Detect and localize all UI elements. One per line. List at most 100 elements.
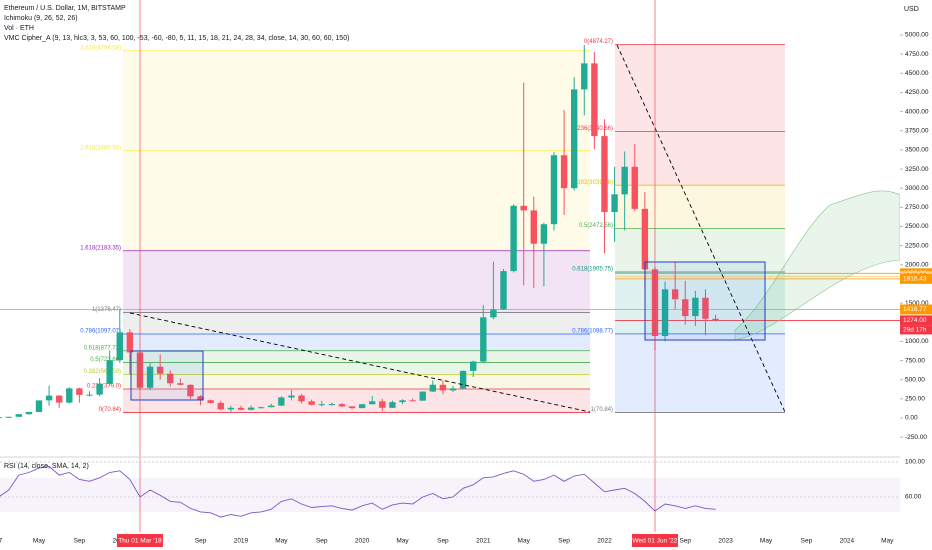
axes: -250.000.00250.00500.00750.001000.001250… xyxy=(0,32,932,547)
candle-body xyxy=(429,384,437,392)
x-tick-label: May xyxy=(33,538,46,545)
y-tick-label: 3500.00 xyxy=(905,147,929,154)
candle-body xyxy=(409,400,416,402)
candle-body xyxy=(490,309,497,318)
x-tick-label: May xyxy=(275,538,288,545)
x-tick-label: 17 xyxy=(0,538,3,545)
candle-body xyxy=(106,360,113,384)
box xyxy=(644,261,766,341)
fib-zone xyxy=(615,272,785,334)
y-tick-label: 250.00 xyxy=(905,396,925,403)
y-tick-label: 3000.00 xyxy=(905,185,929,192)
candle-body xyxy=(278,397,285,406)
candle-body xyxy=(45,395,53,401)
x-tick-label: Sep xyxy=(316,538,328,545)
chart-title: Ethereum / U.S. Dollar, 1M, BITSTAMP xyxy=(4,5,126,12)
candle-body xyxy=(318,404,325,406)
candle-body xyxy=(5,416,12,418)
fib-label: 0.5(2472.56) xyxy=(579,223,613,229)
fib-zone xyxy=(123,362,590,375)
fib-zone xyxy=(123,50,590,151)
fib-zone xyxy=(615,131,785,186)
candle-body xyxy=(540,224,548,244)
y-tick-label: 1000.00 xyxy=(905,338,929,345)
candle-body xyxy=(550,155,558,225)
fib-zone xyxy=(615,333,785,413)
fib-label: 0.5(723.66) xyxy=(90,357,121,363)
candle-body xyxy=(601,136,608,212)
candle-body xyxy=(671,289,679,300)
candle-body xyxy=(369,401,376,405)
fib-label: 1(70.84) xyxy=(591,407,613,413)
candle-body xyxy=(177,383,184,385)
fib-label: 0.618(1905.75) xyxy=(572,267,613,273)
candle-body xyxy=(207,400,214,403)
fib-label: 0.382(569.59) xyxy=(84,369,121,375)
fib-zone xyxy=(123,388,590,413)
x-tick-label: 2024 xyxy=(840,538,855,545)
candle-body xyxy=(449,388,457,391)
fib-label: 3.618(4794.58) xyxy=(80,45,121,51)
y-tick-label: 100.00 xyxy=(905,459,925,466)
candle-body xyxy=(389,402,396,408)
fib-label: 1.618(2183.35) xyxy=(80,245,121,251)
candle-body xyxy=(358,404,366,409)
candle-body xyxy=(237,407,245,410)
y-tick-label: -250.00 xyxy=(905,434,927,441)
x-tick-label: 2023 xyxy=(718,538,733,545)
x-tick-label: 2020 xyxy=(355,538,370,545)
y-tick-label: 2000.00 xyxy=(905,262,929,269)
candle-body xyxy=(570,89,578,189)
candle-body xyxy=(86,394,93,396)
y-tick-label: 2500.00 xyxy=(905,223,929,230)
candle-body xyxy=(116,332,123,361)
candle-body xyxy=(257,407,265,409)
drawings-back: 3.618(4794.58) 2.618(3488.98) 1.618(2183.3… xyxy=(0,39,900,413)
x-tick-label: Sep xyxy=(437,538,449,545)
candle-body xyxy=(379,401,386,408)
candle-body xyxy=(25,411,33,415)
fib-label: 2.618(3488.98) xyxy=(80,145,121,151)
x-tick-label: Sep xyxy=(558,538,570,545)
candle-body xyxy=(631,166,638,209)
candle-body xyxy=(641,208,649,270)
candle-body xyxy=(661,289,669,337)
rsi-line xyxy=(0,465,716,518)
candle-body xyxy=(227,407,235,410)
candle-body xyxy=(581,63,588,90)
fib-label: 0.786(1098.77) xyxy=(572,328,613,334)
candle-body xyxy=(308,401,315,405)
x-tick-label: 2019 xyxy=(234,538,249,545)
date-label: Wed 01 Jun '22 xyxy=(633,538,678,545)
candle-body xyxy=(348,406,356,409)
candle-body xyxy=(712,318,719,321)
candle-body xyxy=(298,395,305,402)
candle-body xyxy=(328,404,336,406)
price-tag xyxy=(900,304,932,315)
fib-zone xyxy=(123,150,590,251)
fib-label: 0.382(3039.36) xyxy=(572,180,613,186)
y-tick-label: 0.00 xyxy=(905,415,918,422)
x-tick-label: Sep xyxy=(74,538,86,545)
candle-body xyxy=(217,402,224,410)
fib-zone xyxy=(615,44,785,132)
date-highlight xyxy=(631,534,678,547)
y-tick-label: 4250.00 xyxy=(905,89,929,96)
currency: USD xyxy=(904,6,919,13)
fib-label: 0.786(1097.07) xyxy=(80,329,121,335)
candle-body xyxy=(66,388,73,403)
candle-body xyxy=(0,417,2,419)
price-tag-label: 1416.77 xyxy=(903,306,927,313)
candle-body xyxy=(338,404,346,407)
candle-body xyxy=(500,271,507,310)
candle-body xyxy=(197,396,204,401)
candle-body xyxy=(530,210,537,244)
candle-body xyxy=(621,166,628,195)
fib-label: 0.618(877.72) xyxy=(84,345,121,351)
candle-body xyxy=(146,366,154,388)
candle-body xyxy=(470,361,477,371)
candle-body xyxy=(96,383,103,395)
fib-label: 1(1376.47) xyxy=(92,307,121,313)
y-tick-label: 2750.00 xyxy=(905,204,929,211)
candle-body xyxy=(692,297,699,317)
